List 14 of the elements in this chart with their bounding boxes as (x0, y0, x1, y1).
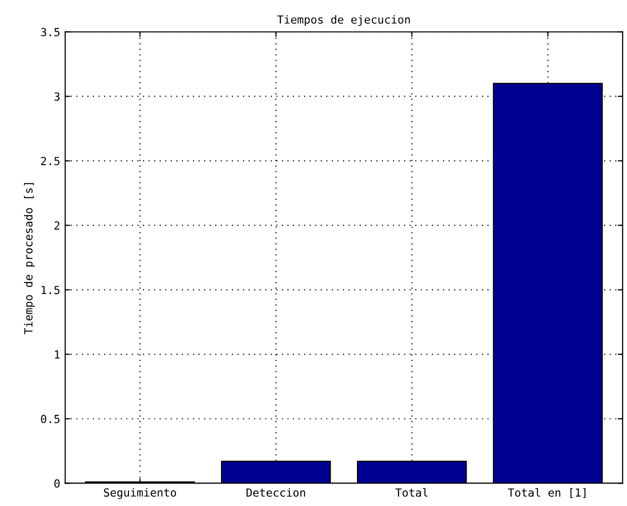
y-tick-label: 1.5 (42, 286, 60, 294)
y-tick-label: 3 (54, 92, 60, 101)
x-tick-label: Total en [1] (508, 488, 586, 498)
y-tick-label: 2 (54, 221, 60, 230)
y-tick-label: 3.5 (41, 28, 60, 36)
y-tick-label: 1 (54, 350, 60, 359)
chart-title: Tiempos de ejecucion (277, 15, 410, 26)
x-tick-label: Deteccion (246, 488, 306, 497)
y-tick-label: 0 (54, 479, 60, 488)
x-tick-label: Seguimiento (104, 488, 176, 499)
y-tick-label: 2.5 (41, 156, 60, 166)
y-tick-label: 0.5 (41, 414, 60, 424)
x-tick-label: Total (395, 488, 428, 497)
y-axis-title: Tiempo de procesado [s] (24, 183, 35, 334)
